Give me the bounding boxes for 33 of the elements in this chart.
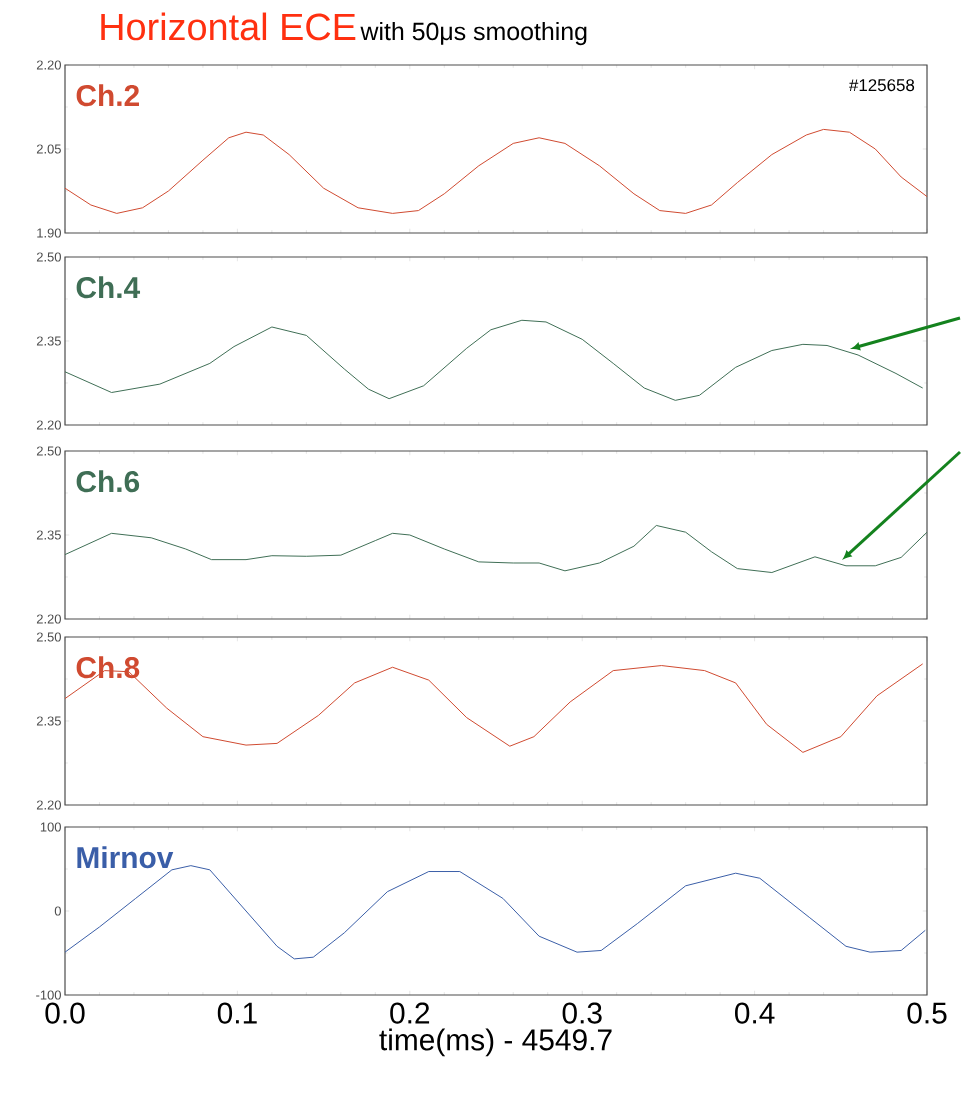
y-tick-label: 2.50 [36, 252, 61, 262]
y-tick-label: 2.35 [36, 530, 61, 540]
line-series [64, 319, 924, 401]
y-tick-label: 2.20 [36, 800, 61, 810]
y-tick-label: 1.90 [37, 228, 61, 238]
y-tick-label: -100 [36, 990, 61, 1000]
annotation: #125658 [849, 79, 915, 92]
line-series [64, 524, 928, 574]
series-label: Mirnov [77, 846, 174, 869]
chart-title: Horizontal ECE [101, 12, 356, 41]
y-tick-label: 2.50 [36, 632, 61, 642]
x-tick-label: 0.2 [390, 1002, 430, 1024]
y-tick-label: 2.35 [36, 716, 61, 726]
y-tick-label: 100 [40, 822, 61, 832]
y-tick-label: 2.20 [36, 420, 61, 430]
text: Ch.2 [76, 84, 139, 107]
x-tick-label: 0.0 [45, 1002, 85, 1024]
chart-subtitle: with 50μs smoothing [360, 21, 587, 46]
x-tick-label: 0.4 [735, 1002, 775, 1024]
x-tick-label: 0.5 [907, 1002, 947, 1024]
x-axis-title: time(ms) - 4549.7 [379, 1028, 612, 1057]
text: Ch.4 [76, 276, 141, 299]
y-tick-label: 2.05 [36, 144, 61, 154]
y-tick-label: 2.50 [36, 446, 61, 456]
line-series [64, 128, 928, 214]
x-tick-label: 0.3 [562, 1002, 602, 1024]
series-label: Ch.8 [76, 656, 140, 679]
y-tick-label: 2.20 [36, 614, 61, 624]
series-label: Ch.6 [76, 470, 140, 493]
y-tick-label: 2.20 [36, 60, 61, 70]
y-tick-label: 2.35 [36, 336, 61, 346]
x-tick-label: 0.1 [217, 1002, 257, 1024]
y-tick-label: 0 [54, 906, 61, 916]
